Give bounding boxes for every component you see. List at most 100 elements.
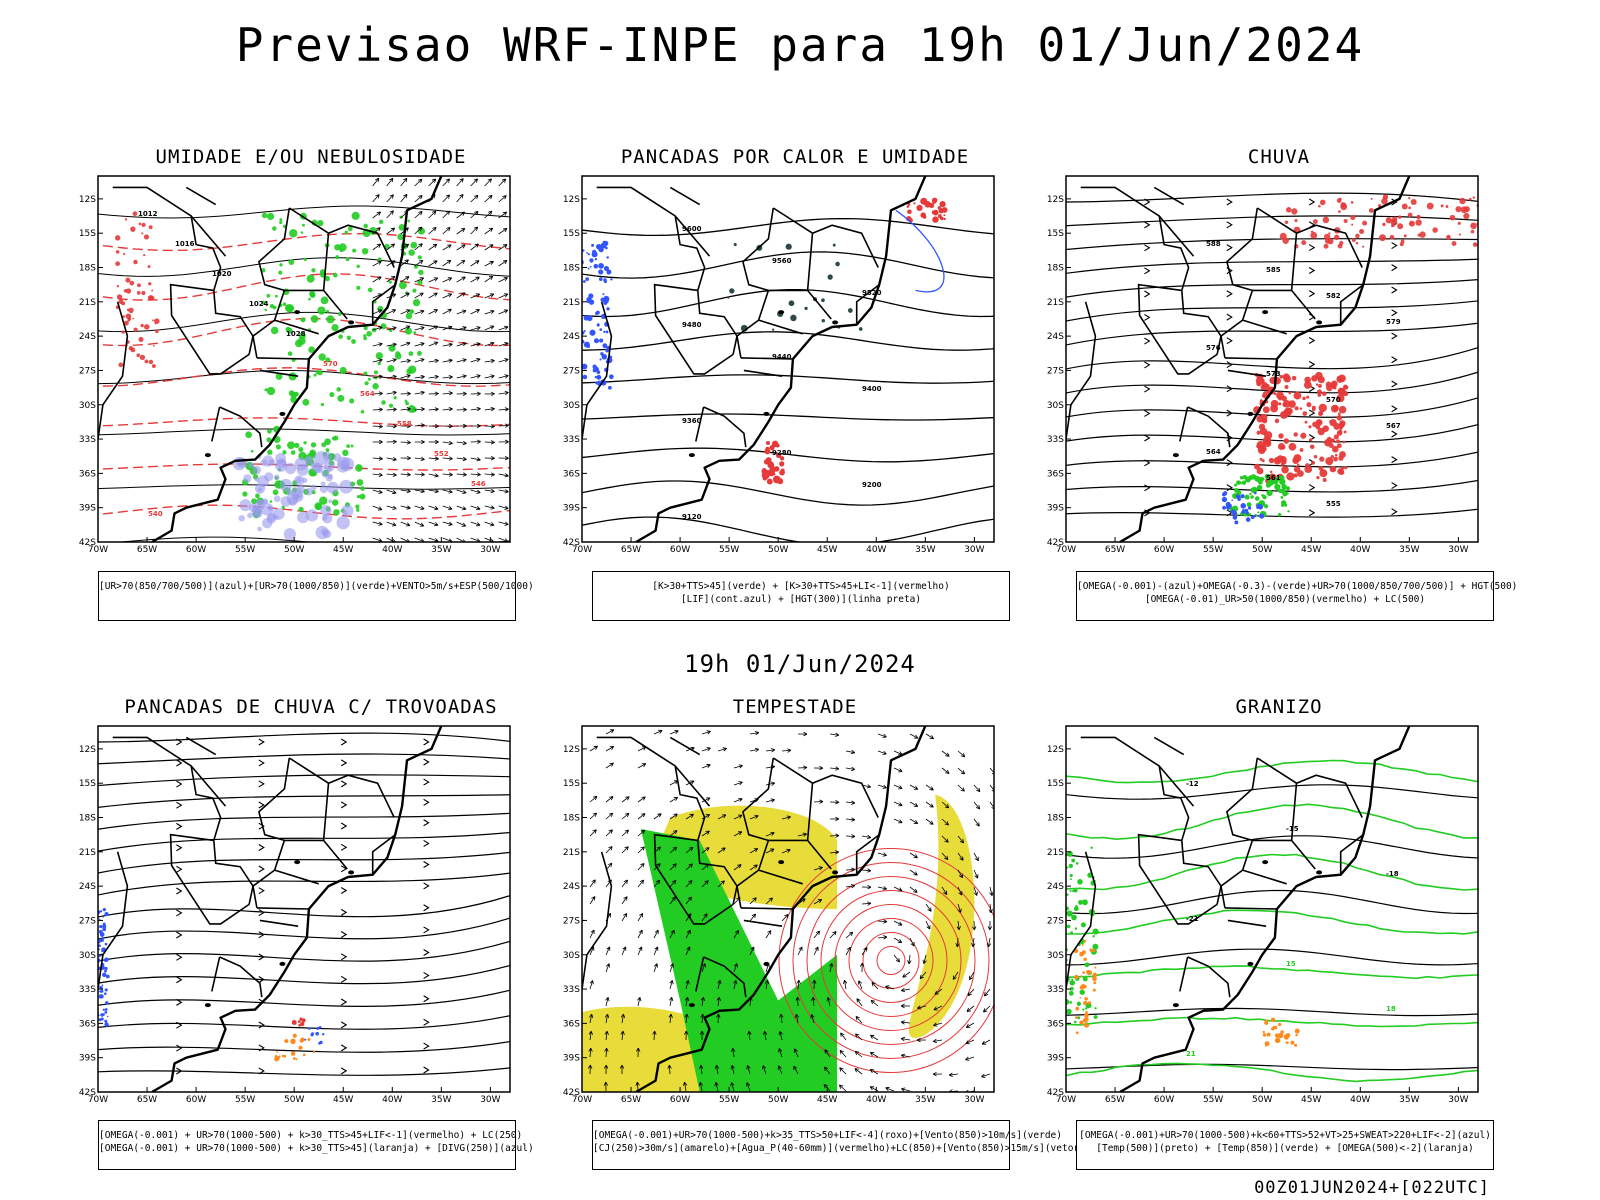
shaded-cell bbox=[1313, 455, 1318, 459]
shaded-cell bbox=[266, 386, 276, 396]
wind-arrow bbox=[810, 1014, 815, 1024]
wind-arrow bbox=[470, 439, 481, 444]
country-border bbox=[1252, 839, 1316, 870]
lon-label: 30W bbox=[964, 545, 984, 555]
country-border bbox=[1256, 757, 1298, 841]
wind-arrow bbox=[812, 979, 817, 990]
shaded-cell bbox=[1309, 469, 1312, 472]
shaded-cell bbox=[1280, 445, 1286, 450]
country-border bbox=[169, 283, 250, 375]
wind-arrow bbox=[877, 784, 887, 789]
shaded-cell bbox=[943, 214, 946, 217]
shaded-cell bbox=[1083, 957, 1087, 962]
lat-label: 33S bbox=[563, 985, 580, 995]
shaded-cell bbox=[122, 252, 126, 256]
shaded-cell bbox=[337, 312, 342, 316]
streamline-arrow bbox=[1308, 290, 1316, 298]
lat-label: 27S bbox=[1047, 916, 1064, 926]
wind-arrow bbox=[603, 1081, 609, 1092]
shaded-cell bbox=[1281, 395, 1287, 402]
wind-arrow bbox=[442, 391, 453, 396]
shaded-cell bbox=[1262, 436, 1272, 445]
shaded-cell bbox=[115, 261, 121, 267]
contour-line bbox=[582, 217, 994, 237]
shaded-cell bbox=[1284, 220, 1289, 225]
wind-arrow bbox=[909, 784, 919, 790]
shaded-cell bbox=[1339, 240, 1344, 246]
shaded-cell bbox=[729, 288, 735, 294]
wind-arrow bbox=[877, 919, 888, 924]
shaded-cell bbox=[1240, 502, 1247, 509]
shaded-cell bbox=[1236, 480, 1241, 485]
wind-arrow bbox=[855, 1015, 863, 1024]
wind-arrow bbox=[701, 814, 711, 820]
wind-arrow bbox=[733, 781, 743, 786]
wind-arrow bbox=[470, 342, 481, 347]
streamline-arrow bbox=[1226, 244, 1233, 252]
shaded-cell bbox=[1333, 456, 1339, 462]
shaded-cell bbox=[364, 381, 369, 386]
shaded-cell bbox=[310, 442, 317, 448]
shaded-cell bbox=[598, 277, 603, 281]
legend-line: [UR>70(850/700/500)](azul)+[UR>70(1000/8… bbox=[99, 581, 534, 592]
shaded-cell bbox=[586, 251, 588, 254]
shaded-cell bbox=[102, 907, 107, 912]
lake-mark bbox=[294, 310, 301, 315]
shaded-cell bbox=[1259, 457, 1263, 461]
shaded-cell bbox=[363, 223, 369, 229]
lat-label: 42S bbox=[79, 538, 96, 548]
shaded-cell bbox=[310, 315, 319, 323]
wind-arrow bbox=[900, 1036, 911, 1042]
shaded-cell bbox=[1295, 1033, 1298, 1037]
shaded-cell bbox=[804, 306, 808, 311]
wind-arrow bbox=[861, 834, 872, 840]
coastline bbox=[151, 176, 443, 542]
shaded-cell bbox=[326, 481, 339, 494]
wind-arrow bbox=[925, 818, 934, 825]
shaded-cell bbox=[598, 262, 604, 269]
wind-arrow bbox=[685, 813, 694, 820]
wind-arrow bbox=[684, 996, 690, 1007]
shaded-cell bbox=[772, 472, 776, 476]
shaded-cell bbox=[105, 974, 110, 979]
shaded-cell bbox=[123, 320, 129, 326]
shaded-cell bbox=[298, 446, 304, 453]
lon-label: 45W bbox=[1301, 545, 1321, 555]
lat-label: 30S bbox=[563, 401, 580, 411]
streamline bbox=[1066, 258, 1478, 274]
shaded-cell bbox=[1288, 400, 1296, 408]
shaded-cell bbox=[366, 330, 372, 337]
wind-arrow bbox=[442, 489, 453, 494]
wind-arrow bbox=[498, 489, 509, 494]
lat-label: 30S bbox=[563, 951, 580, 961]
shaded-cell bbox=[764, 448, 771, 455]
shaded-cell bbox=[292, 1033, 297, 1038]
shaded-cell bbox=[371, 327, 377, 333]
shaded-cell bbox=[1336, 375, 1344, 383]
wind-arrow bbox=[668, 996, 674, 1007]
wind-arrow bbox=[400, 309, 411, 315]
shaded-cell bbox=[344, 230, 348, 235]
wind-arrow bbox=[484, 293, 495, 299]
wind-arrow bbox=[749, 747, 760, 753]
wind-arrow bbox=[856, 998, 863, 1007]
wind-arrow bbox=[414, 374, 425, 380]
shaded-cell bbox=[123, 289, 128, 293]
wind-arrow bbox=[869, 1086, 879, 1092]
shaded-cell bbox=[326, 309, 330, 313]
wind-arrow bbox=[685, 880, 693, 888]
streamline-arrow bbox=[423, 778, 430, 786]
shaded-cell bbox=[1258, 423, 1266, 430]
shaded-cell bbox=[367, 377, 371, 381]
lon-label: 65W bbox=[137, 545, 157, 555]
shaded-cell bbox=[334, 244, 341, 251]
country-border bbox=[653, 833, 734, 925]
wind-arrow bbox=[907, 954, 912, 965]
wind-arrow bbox=[456, 227, 466, 235]
shaded-cell bbox=[100, 1017, 104, 1021]
shaded-cell bbox=[605, 330, 609, 334]
legend-line: [OMEGA(-0.001)+UR>70(1000-500)+k<60+TTS>… bbox=[1079, 1130, 1491, 1141]
wind-arrow bbox=[414, 243, 423, 251]
shaded-cell bbox=[351, 339, 356, 344]
